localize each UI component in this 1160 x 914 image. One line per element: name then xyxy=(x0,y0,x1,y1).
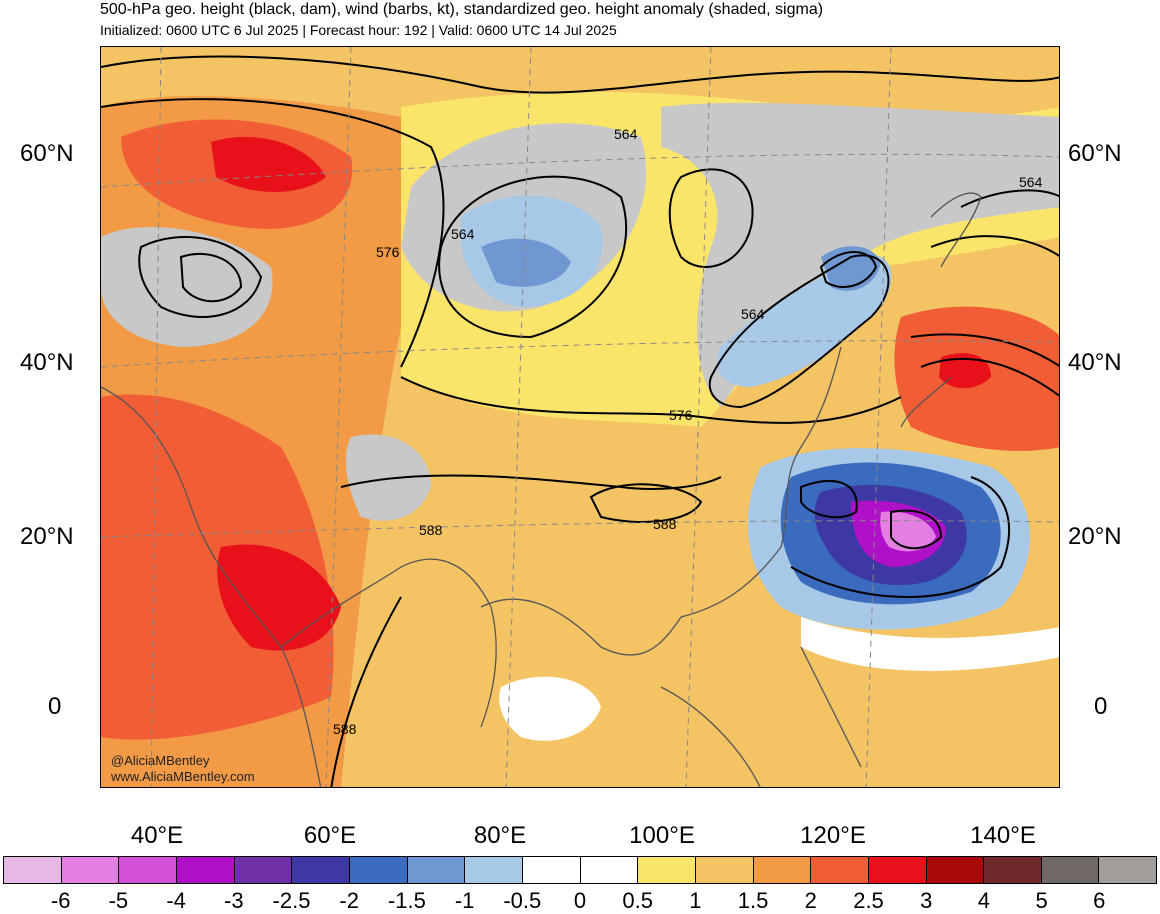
colorbar-label: 0 xyxy=(573,888,587,913)
anomaly-blue2-central-asia xyxy=(481,238,571,287)
colorbar-label: 2.5 xyxy=(853,888,884,913)
anomaly-max-arabia xyxy=(217,544,341,651)
colorbar-swatch xyxy=(1041,857,1100,883)
map-title: 500-hPa geo. height (black, dam), wind (… xyxy=(100,1,824,18)
colorbar-label: 5 xyxy=(1035,888,1048,913)
lon-label: 60°E xyxy=(303,822,357,849)
contour-label: 588 xyxy=(419,522,443,538)
colorbar-swatch xyxy=(638,857,696,883)
lat-label-left: 20°N xyxy=(20,523,74,550)
colorbar-swatch xyxy=(234,857,293,883)
contour-label: 564 xyxy=(614,126,638,142)
contour-label: 576 xyxy=(376,244,400,260)
colorbar-swatch xyxy=(753,857,812,883)
graticule xyxy=(101,47,1059,787)
height-contours xyxy=(101,55,1059,787)
weather-map: 564 576 564 564 564 576 588 588 588 @Ali… xyxy=(100,46,1060,788)
anomaly-colorbar xyxy=(3,856,1157,884)
contour-labels: 564 576 564 564 564 576 588 588 588 xyxy=(333,126,1043,737)
contour-label: 564 xyxy=(1019,174,1043,190)
colorbar-label: -4 xyxy=(166,888,186,913)
lat-label-right: 40°N xyxy=(1068,349,1122,376)
colorbar-swatch xyxy=(1099,857,1157,883)
colorbar-swatch xyxy=(119,857,177,883)
colorbar-label: 2 xyxy=(804,888,817,913)
colorbar-swatch xyxy=(522,857,581,883)
anomaly-max-northeast xyxy=(939,353,991,389)
colorbar-label: -1.5 xyxy=(387,888,426,913)
lat-label-left: 60°N xyxy=(20,140,74,167)
colorbar-label: -1 xyxy=(454,888,475,913)
lon-label: 40°E xyxy=(130,822,184,849)
colorbar-swatch xyxy=(868,857,927,883)
watermark-handle: @AliciaMBentley xyxy=(111,753,210,768)
lat-label-right: 20°N xyxy=(1068,523,1122,550)
colorbar-swatch xyxy=(61,857,120,883)
map-canvas: 564 576 564 564 564 576 588 588 588 xyxy=(101,47,1059,787)
colorbar-label: 1.5 xyxy=(737,888,769,913)
colorbar-label: -5 xyxy=(108,888,129,913)
colorbar-label: 0.5 xyxy=(622,888,653,913)
contour-label: 588 xyxy=(333,721,357,737)
colorbar-swatch xyxy=(695,857,754,883)
lat-label-left: 0 xyxy=(48,693,62,720)
anomaly-red-south-west xyxy=(101,394,334,740)
colorbar-swatch xyxy=(176,857,235,883)
contour-label: 564 xyxy=(451,226,475,242)
contour-label: 588 xyxy=(653,516,677,532)
gray-area-black-sea xyxy=(101,227,273,347)
colorbar-label: -2 xyxy=(339,888,359,913)
map-subtitle: Initialized: 0600 UTC 6 Jul 2025 | Forec… xyxy=(100,22,617,38)
colorbar-swatch xyxy=(811,857,869,883)
colorbar-label: 6 xyxy=(1093,888,1106,913)
lon-label: 80°E xyxy=(473,822,527,849)
gray-area-caspian xyxy=(345,434,431,521)
coastlines xyxy=(101,192,982,787)
colorbar-label: -6 xyxy=(50,888,71,913)
watermark-url: www.AliciaMBentley.com xyxy=(111,769,255,784)
neutral-area-bay-of-bengal xyxy=(499,676,601,741)
colorbar-label: 3 xyxy=(920,888,933,913)
lon-label: 140°E xyxy=(970,822,1036,849)
lat-label-left: 40°N xyxy=(20,349,74,376)
colorbar-label: 1 xyxy=(689,888,702,913)
lon-label: 120°E xyxy=(800,822,866,849)
anomaly-max-scandinavia xyxy=(211,136,326,192)
colorbar-label: 4 xyxy=(977,888,991,913)
colorbar-swatch xyxy=(465,857,523,883)
lat-label-right: 0 xyxy=(1094,693,1108,720)
lat-label-right: 60°N xyxy=(1068,140,1122,167)
colorbar-label: -0.5 xyxy=(503,888,542,913)
neutral-area-philippine-sea xyxy=(801,617,1059,671)
colorbar-label: -2.5 xyxy=(272,888,311,913)
colorbar-label: -3 xyxy=(224,888,244,913)
lon-label: 100°E xyxy=(629,822,695,849)
colorbar-swatch xyxy=(984,857,1042,883)
colorbar-swatch xyxy=(292,857,350,883)
colorbar-swatch xyxy=(349,857,408,883)
colorbar-swatch xyxy=(4,857,62,883)
colorbar-swatch xyxy=(407,857,466,883)
colorbar-swatch xyxy=(580,857,639,883)
contour-label: 564 xyxy=(741,306,765,322)
colorbar-swatch xyxy=(926,857,985,883)
contour-label: 576 xyxy=(669,407,693,423)
